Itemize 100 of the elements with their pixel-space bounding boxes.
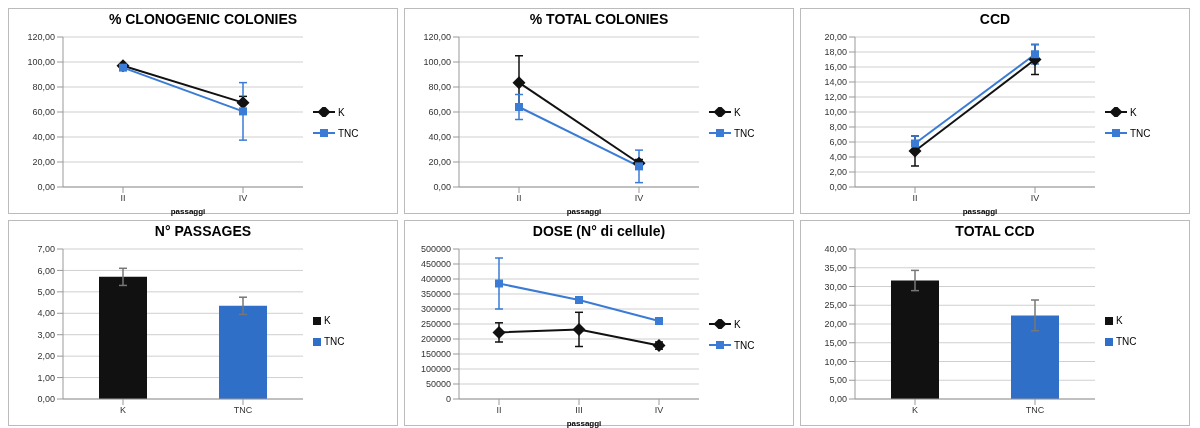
y-tick-label: 40,00 — [824, 244, 847, 255]
y-tick-label: 400000 — [420, 274, 451, 285]
point — [655, 317, 663, 325]
legend-label: TNC — [1130, 127, 1151, 139]
y-tick-label: 4,00 — [829, 152, 847, 163]
legend-label: K — [734, 106, 741, 118]
y-tick-label: 450000 — [420, 259, 451, 270]
y-tick-label: 350000 — [420, 289, 451, 300]
legend-label: TNC — [734, 127, 755, 139]
x-tick-label: K — [911, 405, 919, 416]
y-tick-label: 18,00 — [824, 47, 847, 58]
y-tick-label: 3,00 — [37, 329, 55, 340]
y-tick-label: 100,00 — [423, 57, 451, 68]
chart-title: CCD — [978, 11, 1012, 29]
y-tick-label: 30,00 — [824, 281, 847, 292]
legend-label: TNC — [338, 127, 359, 139]
y-tick-label: 50000 — [425, 379, 451, 390]
y-tick-label: 0,00 — [829, 394, 847, 405]
x-tick-label: IV — [634, 193, 644, 204]
y-tick-label: 250000 — [420, 319, 451, 330]
x-tick-label: II — [120, 193, 126, 204]
y-tick-label: 60,00 — [32, 107, 55, 118]
x-tick-label: II — [496, 405, 502, 416]
y-tick-label: 2,00 — [37, 351, 55, 362]
point — [635, 162, 643, 171]
y-tick-label: 20,00 — [824, 319, 847, 330]
legend-label: K — [734, 318, 741, 330]
y-tick-label: 20,00 — [824, 32, 847, 43]
y-tick-label: 100,00 — [27, 57, 55, 68]
point — [492, 325, 506, 339]
chart-title: N° PASSAGES — [153, 223, 253, 241]
y-tick-label: 80,00 — [32, 82, 55, 93]
x-tick-label: K — [119, 405, 127, 416]
point — [239, 107, 247, 116]
y-tick-label: 120,00 — [423, 32, 451, 43]
y-tick-label: 20,00 — [32, 157, 55, 168]
y-tick-label: 0,00 — [433, 182, 451, 193]
point — [515, 103, 523, 111]
y-tick-label: 12,00 — [824, 92, 847, 103]
y-tick-label: 1,00 — [37, 372, 55, 383]
point — [495, 279, 503, 288]
y-tick-label: 14,00 — [824, 77, 847, 88]
point — [1031, 50, 1039, 59]
chart-title: TOTAL CCD — [954, 223, 1036, 241]
y-tick-label: 200000 — [420, 334, 451, 345]
y-tick-label: 40,00 — [32, 132, 55, 143]
y-tick-label: 20,00 — [428, 157, 451, 168]
legend-label: K — [338, 106, 345, 118]
x-tick-label: III — [575, 405, 583, 416]
y-tick-label: 8,00 — [829, 122, 847, 133]
y-tick-label: 6,00 — [829, 137, 847, 148]
y-tick-label: 40,00 — [428, 132, 451, 143]
point — [236, 96, 250, 110]
y-tick-label: 0,00 — [37, 182, 55, 193]
legend-label: K — [1130, 106, 1137, 118]
x-axis-title: passaggi — [961, 207, 999, 216]
chart-title: DOSE (N° di cellule) — [531, 223, 667, 241]
y-tick-label: 300000 — [420, 304, 451, 315]
x-tick-label: TNC — [1025, 405, 1045, 416]
y-tick-label: 5,00 — [829, 375, 847, 386]
y-tick-label: 0,00 — [829, 182, 847, 193]
y-tick-label: 35,00 — [824, 262, 847, 273]
y-tick-label: 120,00 — [27, 32, 55, 43]
point — [911, 139, 919, 148]
y-tick-label: 16,00 — [824, 62, 847, 73]
x-tick-label: IV — [654, 405, 664, 416]
x-tick-label: II — [912, 193, 918, 204]
x-tick-label: TNC — [233, 405, 253, 416]
legend-label: TNC — [1116, 336, 1137, 347]
x-tick-label: IV — [238, 193, 248, 204]
point — [572, 322, 586, 336]
y-tick-label: 4,00 — [37, 308, 55, 319]
point — [512, 76, 526, 90]
y-tick-label: 0,00 — [37, 394, 55, 405]
chart-title: % CLONOGENIC COLONIES — [107, 11, 299, 29]
y-tick-label: 0 — [445, 394, 451, 405]
legend-label: K — [324, 315, 331, 326]
y-tick-label: 15,00 — [824, 337, 847, 348]
legend-label: TNC — [734, 339, 755, 351]
legend-label: K — [1116, 315, 1123, 326]
point — [575, 296, 583, 304]
y-tick-label: 10,00 — [824, 107, 847, 118]
y-tick-label: 100000 — [420, 364, 451, 375]
y-tick-label: 80,00 — [428, 82, 451, 93]
x-tick-label: II — [516, 193, 522, 204]
y-tick-label: 7,00 — [37, 244, 55, 255]
y-tick-label: 500000 — [420, 244, 451, 255]
y-tick-label: 60,00 — [428, 107, 451, 118]
legend-label: TNC — [324, 336, 345, 347]
x-axis-title: passaggi — [565, 419, 603, 428]
y-tick-label: 25,00 — [824, 300, 847, 311]
chart-title: % TOTAL COLONIES — [528, 11, 670, 29]
y-tick-label: 150000 — [420, 349, 451, 360]
x-axis-title: passaggi — [565, 207, 603, 216]
y-tick-label: 5,00 — [37, 287, 55, 298]
x-axis-title: passaggi — [169, 207, 207, 216]
y-tick-label: 2,00 — [829, 167, 847, 178]
x-tick-label: IV — [1030, 193, 1040, 204]
y-tick-label: 6,00 — [37, 265, 55, 276]
y-tick-label: 10,00 — [824, 356, 847, 367]
